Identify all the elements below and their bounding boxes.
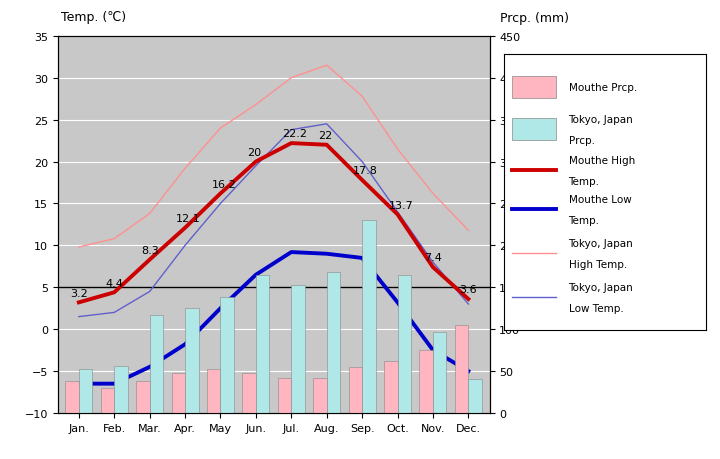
Text: Tokyo, Japan: Tokyo, Japan — [569, 115, 634, 125]
Text: 12.1: 12.1 — [176, 213, 201, 224]
Bar — [468, 380, 482, 413]
Text: Tokyo, Japan: Tokyo, Japan — [569, 283, 634, 293]
Text: Prcp. (mm): Prcp. (mm) — [500, 12, 570, 25]
Bar — [150, 315, 163, 413]
Text: Tokyo, Japan: Tokyo, Japan — [569, 239, 634, 249]
Bar — [327, 273, 340, 413]
Bar — [313, 378, 327, 413]
Bar — [207, 369, 220, 413]
Bar — [362, 221, 376, 413]
Text: High Temp.: High Temp. — [569, 259, 627, 269]
Bar — [114, 366, 127, 413]
FancyBboxPatch shape — [512, 77, 557, 99]
Bar — [384, 361, 397, 413]
Bar — [256, 275, 269, 413]
Text: 20: 20 — [247, 147, 261, 157]
Bar — [101, 388, 114, 413]
Bar — [136, 381, 150, 413]
Text: Mouthe High: Mouthe High — [569, 156, 635, 166]
Bar — [220, 298, 234, 413]
Text: Prcp.: Prcp. — [569, 135, 595, 146]
Text: 3.6: 3.6 — [459, 285, 477, 295]
Bar — [278, 378, 292, 413]
Bar — [66, 381, 79, 413]
Text: 7.4: 7.4 — [424, 253, 442, 263]
Text: 13.7: 13.7 — [389, 200, 413, 210]
Text: Temp.: Temp. — [569, 177, 600, 187]
Bar — [185, 308, 199, 413]
Bar — [292, 285, 305, 413]
FancyBboxPatch shape — [512, 118, 557, 140]
Text: 22.2: 22.2 — [282, 129, 307, 139]
Bar — [243, 373, 256, 413]
Bar — [433, 332, 446, 413]
Text: 8.3: 8.3 — [141, 246, 158, 255]
Text: 22: 22 — [318, 131, 332, 141]
Text: Mouthe Prcp.: Mouthe Prcp. — [569, 83, 636, 93]
Bar — [455, 325, 468, 413]
Bar — [397, 275, 411, 413]
Text: 3.2: 3.2 — [70, 288, 88, 298]
Text: Low Temp.: Low Temp. — [569, 303, 624, 313]
Bar — [79, 369, 92, 413]
Text: 16.2: 16.2 — [212, 179, 236, 189]
Bar — [420, 350, 433, 413]
Text: 4.4: 4.4 — [105, 278, 123, 288]
Text: 17.8: 17.8 — [354, 166, 378, 176]
Text: Mouthe Low: Mouthe Low — [569, 195, 631, 205]
Text: Temp.: Temp. — [569, 215, 600, 225]
Bar — [171, 373, 185, 413]
Text: Temp. (℃): Temp. (℃) — [61, 11, 126, 24]
Bar — [348, 367, 362, 413]
